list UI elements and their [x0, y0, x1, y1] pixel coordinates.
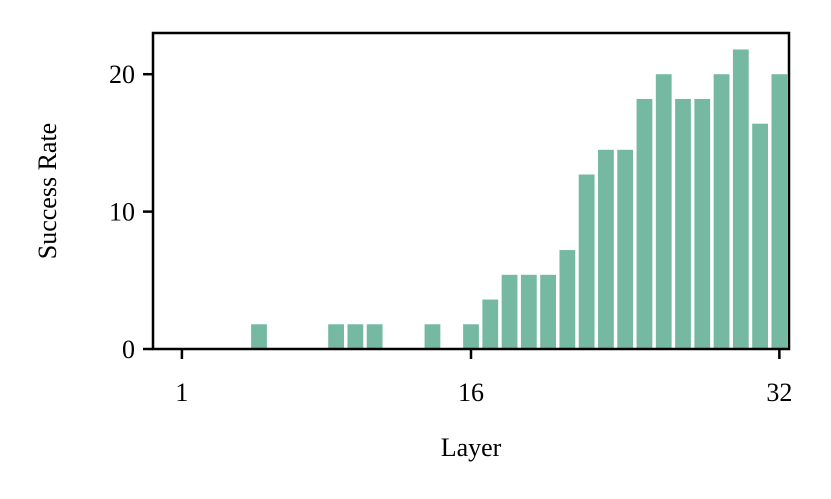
bar-layer-17: [482, 299, 499, 349]
y-tick-label: 10: [109, 198, 135, 227]
bar-layer-32: [771, 74, 788, 349]
bar-layer-25: [636, 98, 653, 350]
bar-layer-10: [347, 324, 364, 349]
y-tick-label: 0: [122, 335, 135, 364]
bar-layer-22: [578, 174, 595, 349]
bar-layer-21: [559, 250, 576, 349]
bar-layer-30: [732, 49, 749, 349]
bar-layer-16: [463, 324, 479, 349]
bar-layer-11: [366, 324, 383, 349]
bar-layer-20: [540, 274, 556, 349]
bar-layer-31: [752, 123, 768, 350]
x-tick-label: 32: [766, 378, 792, 407]
bar-layer-9: [328, 324, 344, 349]
bar-layer-18: [501, 274, 518, 349]
bar-layer-27: [675, 98, 691, 350]
bars-group: [251, 49, 788, 350]
bar-layer-23: [598, 149, 614, 349]
bar-layer-29: [713, 74, 730, 349]
bar-layer-24: [617, 149, 634, 349]
bar-layer-5: [251, 324, 267, 349]
bar-layer-26: [655, 74, 672, 349]
x-axis-label: Layer: [441, 433, 502, 462]
y-tick-label: 20: [109, 60, 135, 89]
bar-layer-28: [694, 98, 711, 350]
y-axis-label: Success Rate: [33, 123, 62, 259]
x-tick-label: 1: [175, 378, 188, 407]
ticks-group: 1 16 32 0 10 20: [109, 60, 792, 407]
bar-layer-19: [520, 274, 537, 349]
x-tick-label: 16: [458, 378, 484, 407]
plot-frame: [151, 31, 791, 351]
bar-layer-14: [424, 324, 441, 349]
